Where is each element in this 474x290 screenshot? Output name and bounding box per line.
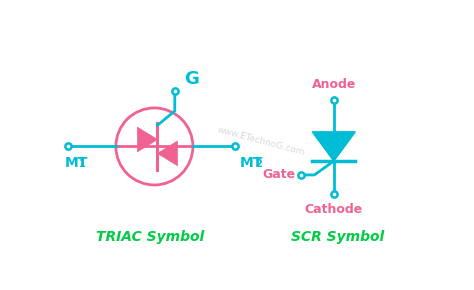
Text: G: G xyxy=(184,70,199,88)
Text: TRIAC Symbol: TRIAC Symbol xyxy=(96,230,205,244)
Polygon shape xyxy=(157,141,177,166)
Text: Anode: Anode xyxy=(311,78,356,91)
Text: Cathode: Cathode xyxy=(305,203,363,216)
Text: www.ETechnoG.com: www.ETechnoG.com xyxy=(216,125,305,157)
Text: MT: MT xyxy=(240,156,263,170)
Text: Gate: Gate xyxy=(263,168,296,182)
Polygon shape xyxy=(137,127,157,152)
Polygon shape xyxy=(312,132,356,161)
Text: SCR Symbol: SCR Symbol xyxy=(291,230,384,244)
Text: MT: MT xyxy=(64,156,88,170)
Text: 1: 1 xyxy=(79,159,86,169)
Text: 2: 2 xyxy=(255,159,262,169)
